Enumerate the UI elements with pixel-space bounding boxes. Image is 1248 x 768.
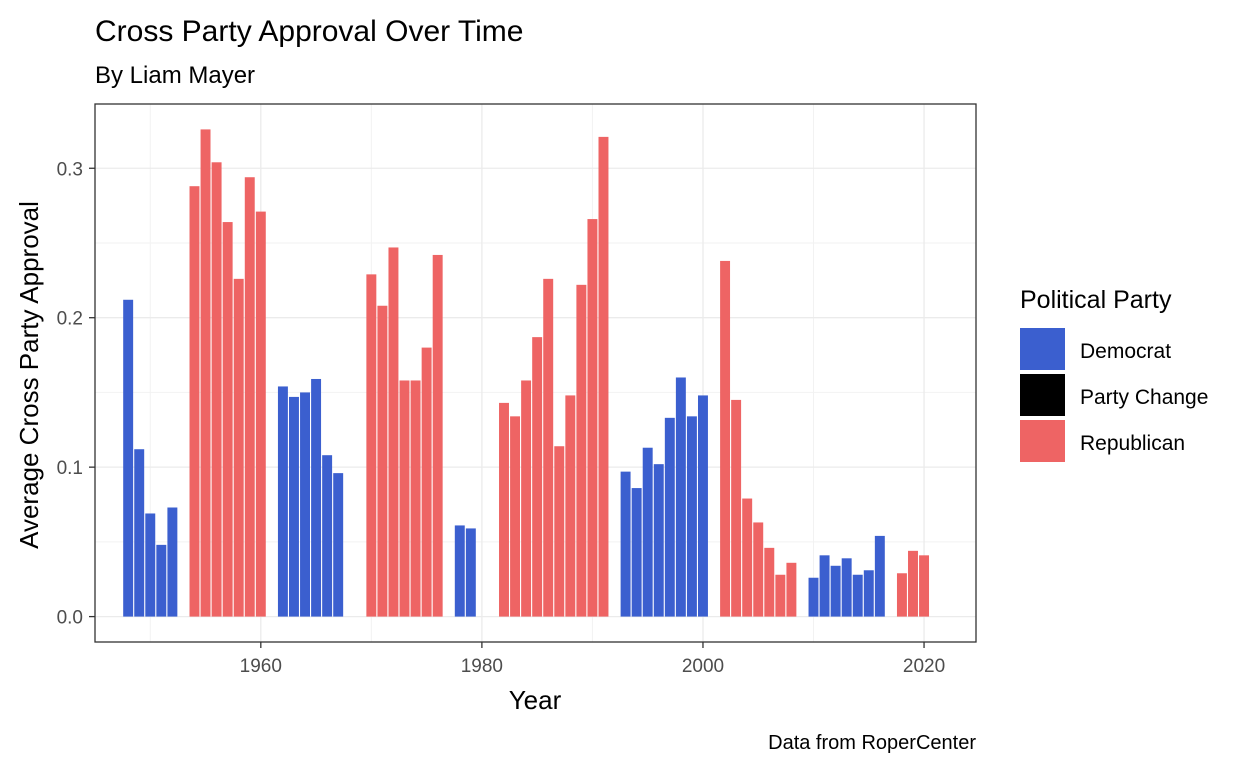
axis-ticks: 1960 1980 2000 2020 0.0 0.1 0.2 0.3 [57,159,946,677]
bar-1965-democrat [311,378,322,617]
bar-2004-republican [742,498,753,617]
bar-2015-democrat [863,570,874,617]
bar-2003-republican [731,399,742,617]
bar-1993-democrat [620,471,631,617]
bar-1979-democrat [465,528,476,617]
bar-1960-republican [255,211,266,617]
bar-1949-democrat [134,449,145,617]
bar-2013-democrat [841,558,852,617]
bar-1989-republican [576,284,587,617]
chart-caption: Data from RoperCenter [768,732,976,754]
bar-1995-democrat [642,447,653,617]
legend-key-party-change [1020,374,1065,416]
bar-2010-democrat [808,577,819,617]
y-tick-label: 0.0 [57,608,83,629]
bar-1990-republican [587,219,598,617]
y-tick-label: 0.1 [57,458,83,479]
bar-1997-democrat [664,417,675,617]
bar-1952-democrat [167,507,178,617]
bar-1955-republican [200,129,211,617]
bar-1959-republican [244,177,255,617]
bar-1999-democrat [686,416,697,617]
y-tick-label: 0.2 [57,309,83,330]
bar-2005-republican [753,522,764,617]
bar-2016-democrat [874,535,885,617]
bar-2011-democrat [819,555,830,617]
bar-1970-republican [366,274,377,617]
bar-1966-democrat [322,455,333,617]
bar-2006-republican [764,547,775,617]
bar-1967-democrat [333,473,344,617]
bar-1978-democrat [454,525,465,617]
bar-1972-republican [388,247,399,617]
bar-1957-republican [222,222,233,617]
x-tick-label: 2020 [903,656,945,677]
bar-2018-republican [896,573,907,617]
legend-label-party-change: Party Change [1080,386,1208,409]
chart-subtitle: By Liam Mayer [95,62,255,89]
bar-1991-republican [598,136,609,617]
bar-2012-democrat [830,565,841,617]
y-tick-label: 0.3 [57,159,83,180]
legend-title: Political Party [1020,286,1172,314]
y-axis-title: Average Cross Party Approval [14,201,44,549]
bar-2020-republican [919,555,930,617]
bar-1984-republican [521,380,532,617]
bar-2019-republican [908,550,918,617]
bar-1994-democrat [631,488,642,617]
bar-1998-democrat [675,377,686,617]
bars [123,129,930,617]
legend-label-republican: Republican [1080,432,1185,455]
bar-1956-republican [211,162,222,617]
bar-1986-republican [543,278,554,617]
bar-1973-republican [399,380,410,617]
bar-1987-republican [554,446,565,617]
bar-1982-republican [499,402,509,617]
legend-label-democrat: Democrat [1080,340,1171,363]
bar-1974-republican [410,380,421,617]
legend-key-democrat [1020,328,1065,370]
bar-2007-republican [775,574,786,617]
legend: Political Party Democrat Party Change Re… [1020,286,1208,462]
bar-1951-democrat [156,544,167,617]
bar-1975-republican [421,347,432,617]
chart-title: Cross Party Approval Over Time [95,15,523,48]
bar-1988-republican [565,395,576,617]
bar-1964-democrat [300,392,310,617]
bar-1954-republican [189,186,200,617]
bar-1971-republican [377,305,388,617]
bar-2014-democrat [852,574,863,617]
x-axis-title: Year [509,685,562,715]
legend-key-republican [1020,420,1065,462]
bar-1948-democrat [123,299,134,617]
x-tick-label: 1980 [461,656,503,677]
plot-panel-border [94,103,977,643]
bar-1996-democrat [653,464,664,617]
x-tick-label: 2000 [682,656,724,677]
bar-1976-republican [432,254,443,617]
x-tick-label: 1960 [240,656,282,677]
bar-1950-democrat [145,513,156,617]
bar-2008-republican [786,562,797,617]
bar-1962-democrat [277,386,288,617]
bar-1958-republican [233,278,244,617]
bar-1985-republican [532,337,543,617]
bar-1983-republican [510,416,521,617]
bar-2000-democrat [697,395,708,617]
bar-2002-republican [720,260,731,617]
bar-1963-democrat [288,396,299,617]
